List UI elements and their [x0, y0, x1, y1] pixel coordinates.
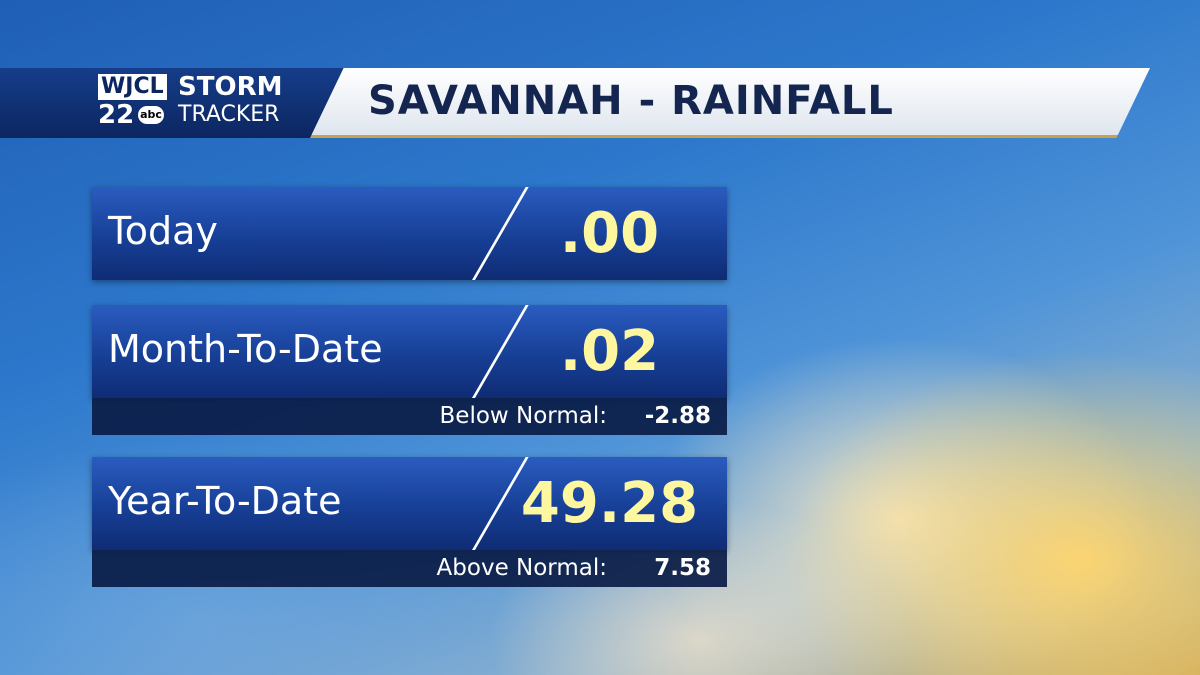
row-label: Today — [108, 209, 218, 253]
row-note: Below Normal: -2.88 — [92, 398, 727, 435]
note-label: Above Normal: — [436, 555, 607, 581]
row-value: .02 — [559, 319, 660, 384]
row: Month-To-Date .02 Below Normal: -2.88 — [92, 305, 727, 435]
row-main: Year-To-Date 49.28 — [92, 457, 727, 550]
note-value: 7.58 — [654, 555, 711, 581]
network: abc — [138, 106, 164, 124]
row-main: Month-To-Date .02 — [92, 305, 727, 398]
title-strip — [310, 68, 1150, 138]
row-main: Today .00 — [92, 187, 727, 280]
channel: 22 — [98, 100, 135, 130]
note-value: -2.88 — [644, 403, 711, 429]
row-label: Year-To-Date — [108, 479, 342, 523]
row-note: Above Normal: 7.58 — [92, 550, 727, 587]
note-label: Below Normal: — [439, 403, 607, 429]
row-label: Month-To-Date — [108, 327, 383, 371]
row: Year-To-Date 49.28 Above Normal: 7.58 — [92, 457, 727, 587]
row-value: 49.28 — [520, 471, 699, 536]
brand-top: STORM — [178, 72, 283, 102]
row-value: .00 — [559, 201, 660, 266]
row: Today .00 — [92, 187, 727, 280]
station: WJCL — [98, 74, 167, 100]
logo-box — [0, 68, 345, 138]
brand-bottom: TRACKER — [178, 102, 280, 127]
title: SAVANNAH - RAINFALL — [368, 78, 894, 124]
